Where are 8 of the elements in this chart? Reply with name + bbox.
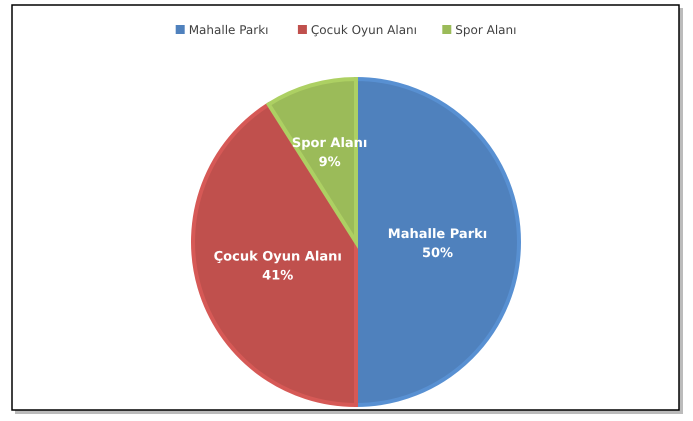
- slice-label: Çocuk Oyun Alanı: [214, 250, 342, 265]
- data-label: 9%: [318, 155, 341, 170]
- data-label: 41%: [262, 268, 294, 284]
- legend-label: Spor Alanı: [455, 23, 516, 37]
- legend-label: Mahalle Parkı: [188, 23, 269, 37]
- data-label: 50%: [422, 246, 454, 261]
- slice-label: Mahalle Parkı: [388, 227, 488, 242]
- legend-label: Çocuk Oyun Alanı: [310, 23, 418, 37]
